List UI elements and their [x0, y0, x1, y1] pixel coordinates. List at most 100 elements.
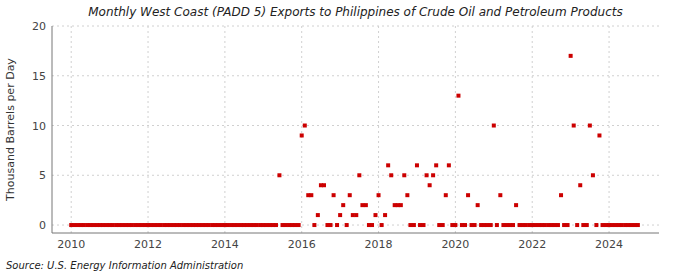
point	[578, 183, 582, 187]
y-axis-line	[52, 26, 53, 233]
x-grid-line	[532, 26, 533, 233]
point	[351, 213, 355, 217]
point	[591, 173, 595, 177]
point	[277, 173, 281, 177]
title: Monthly West Coast (PADD 5) Exports to P…	[88, 5, 623, 19]
point	[556, 223, 560, 227]
x-grid-line	[609, 26, 610, 233]
point	[149, 223, 153, 227]
x-grid-line	[224, 26, 225, 233]
point	[444, 193, 448, 197]
point	[293, 223, 297, 227]
point	[415, 163, 419, 167]
point	[412, 223, 416, 227]
point	[274, 223, 278, 227]
point	[597, 133, 601, 137]
point	[297, 223, 301, 227]
y-tick-label: 15	[32, 70, 46, 83]
point	[533, 223, 537, 227]
x-axis-line	[52, 233, 659, 234]
point	[485, 223, 489, 227]
point	[255, 223, 259, 227]
point	[370, 223, 374, 227]
point	[329, 223, 333, 227]
point	[575, 223, 579, 227]
point	[569, 54, 573, 58]
tick-labels: 0510152020102012201420162018202020222024	[32, 20, 623, 251]
x-tick-label: 2012	[134, 238, 162, 251]
x-grid-line	[378, 26, 379, 233]
point	[236, 223, 240, 227]
x-grid-line	[148, 26, 149, 233]
y-grid-line	[52, 75, 659, 76]
point	[312, 223, 316, 227]
point	[399, 203, 403, 207]
point	[437, 223, 441, 227]
page: {"chart_data": { "type": "scatter", "tit…	[0, 0, 675, 275]
x-grid-line	[71, 26, 72, 233]
y-grid-line	[52, 125, 659, 126]
point	[168, 223, 172, 227]
point	[524, 223, 528, 227]
x-tick-label: 2018	[365, 238, 393, 251]
point	[197, 223, 201, 227]
point	[553, 223, 557, 227]
y-grid-line	[52, 26, 659, 27]
point	[226, 223, 230, 227]
point	[511, 223, 515, 227]
point	[389, 173, 393, 177]
point	[284, 223, 288, 227]
point	[91, 223, 95, 227]
point	[453, 223, 457, 227]
point	[456, 94, 460, 98]
point	[245, 223, 249, 227]
point	[216, 223, 220, 227]
point	[434, 163, 438, 167]
point	[463, 223, 467, 227]
y-tick-label: 0	[39, 219, 46, 232]
point	[566, 223, 570, 227]
point	[408, 223, 412, 227]
point	[101, 223, 105, 227]
point	[504, 223, 508, 227]
point	[316, 213, 320, 217]
point	[572, 124, 576, 128]
point	[380, 223, 384, 227]
point	[428, 183, 432, 187]
point	[585, 223, 589, 227]
point	[360, 203, 364, 207]
point	[489, 223, 493, 227]
x-tick-label: 2022	[518, 238, 546, 251]
point	[629, 223, 633, 227]
points	[69, 54, 640, 227]
x-grid-line	[455, 26, 456, 233]
grid	[52, 26, 659, 233]
point	[447, 163, 451, 167]
point	[402, 173, 406, 177]
x-tick-label: 2010	[57, 238, 85, 251]
point	[111, 223, 115, 227]
y-axis-label: Thousand Barrels per Day	[4, 58, 17, 202]
point	[264, 223, 268, 227]
point	[345, 223, 349, 227]
point	[543, 223, 547, 227]
point	[354, 213, 358, 217]
x-tick-label: 2014	[211, 238, 239, 251]
point	[72, 223, 76, 227]
point	[357, 173, 361, 177]
point	[386, 163, 390, 167]
x-grid-line	[301, 26, 302, 233]
y-tick-label: 20	[32, 20, 46, 33]
point	[431, 173, 435, 177]
point	[82, 223, 86, 227]
point	[364, 203, 368, 207]
y-grid-line	[52, 175, 659, 176]
point	[421, 223, 425, 227]
y-tick-label: 10	[32, 120, 46, 133]
point	[418, 223, 422, 227]
point	[383, 213, 387, 217]
point	[636, 223, 640, 227]
point	[492, 124, 496, 128]
point	[159, 223, 163, 227]
point	[405, 193, 409, 197]
